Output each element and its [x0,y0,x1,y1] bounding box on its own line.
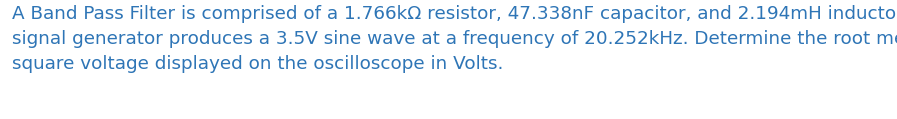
Text: A Band Pass Filter is comprised of a 1.766kΩ resistor, 47.338nF capacitor, and 2: A Band Pass Filter is comprised of a 1.7… [12,5,897,73]
